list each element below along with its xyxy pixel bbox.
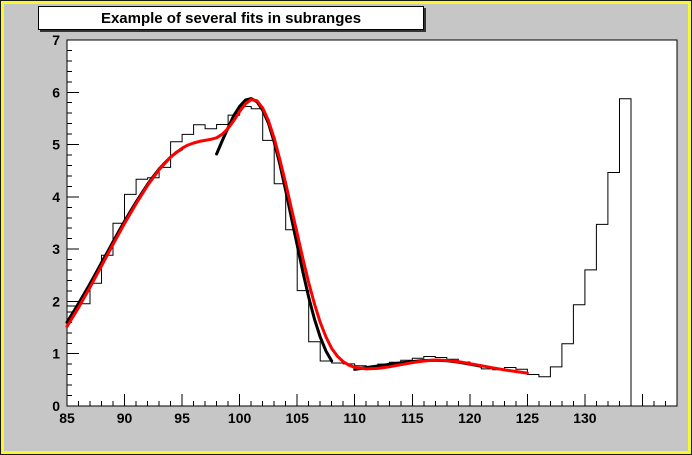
y-axis-tick-label: 1 (52, 346, 60, 362)
plot-frame (66, 39, 678, 407)
x-axis-tick-label: 125 (516, 410, 540, 426)
x-axis-tick-label: 110 (343, 410, 366, 426)
title-box: Example of several fits in subranges (38, 6, 424, 30)
y-axis-tick-label: 7 (52, 32, 60, 48)
x-axis-tick-label: 90 (117, 410, 133, 426)
y-axis-tick-label: 6 (52, 84, 60, 100)
y-axis-tick-label: 2 (52, 293, 60, 309)
fit-total-curve (65, 98, 529, 375)
y-axis-tick-label: 4 (52, 189, 60, 205)
x-axis-tick-label: 130 (573, 410, 597, 426)
x-axis-tick-label: 115 (401, 410, 424, 426)
chart-svg: 85 90 95 100 105 110 115 120 125 130 0 1 2 3 4 5 6 7 (52, 32, 678, 426)
y-axis-tick-label: 3 (52, 241, 60, 257)
x-axis-tick-label: 95 (174, 410, 190, 426)
x-axis-tick-label: 100 (228, 410, 252, 426)
y-axis-tick-label: 0 (52, 398, 60, 414)
x-axis-tick-label: 85 (59, 410, 75, 426)
x-axis-tick-label: 105 (286, 410, 310, 426)
x-axis-tick-label: 120 (458, 410, 482, 426)
y-axis-tick-label: 5 (52, 137, 60, 153)
plot-pad: 85 90 95 100 105 110 115 120 125 130 0 1 2 3 4 5 6 7 Exam… (4, 4, 688, 451)
chart-title: Example of several fits in subranges (100, 9, 362, 27)
